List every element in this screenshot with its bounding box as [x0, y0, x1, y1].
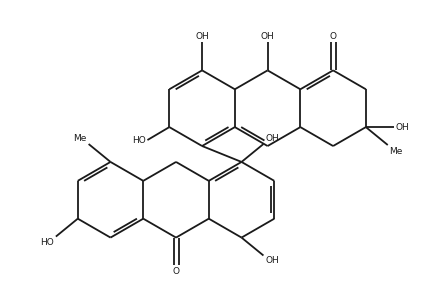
Text: HO: HO: [132, 136, 145, 145]
Text: Me: Me: [389, 147, 402, 156]
Text: HO: HO: [40, 238, 54, 246]
Text: OH: OH: [266, 257, 279, 266]
Text: OH: OH: [266, 134, 279, 143]
Text: O: O: [330, 32, 337, 41]
Text: OH: OH: [195, 32, 209, 41]
Text: O: O: [172, 267, 179, 277]
Text: OH: OH: [396, 122, 409, 132]
Text: OH: OH: [261, 32, 274, 41]
Text: Me: Me: [73, 134, 87, 143]
